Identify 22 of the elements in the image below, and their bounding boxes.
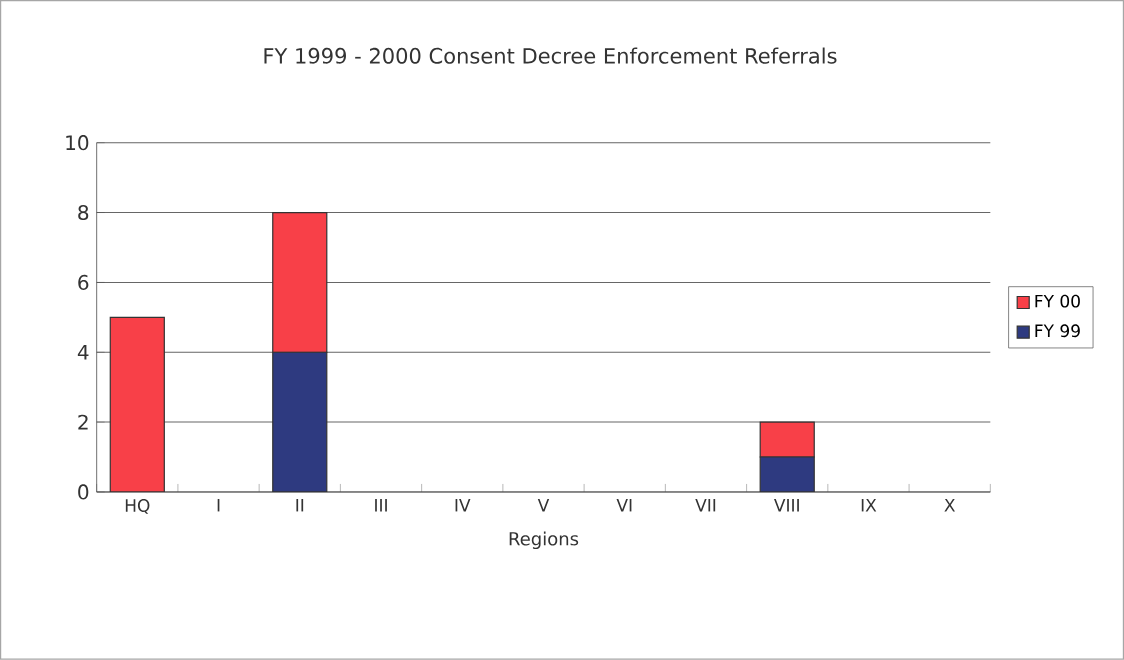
x-tick-label: X [944,499,955,512]
x-tick-label: HQ [125,499,150,514]
y-tick-label: 4 [77,345,89,360]
x-tick-label: V [537,499,550,512]
chart-title: FY 1999 - 2000 Consent Decree Enforcement Referrals [264,47,837,64]
x-tick-label: VIII [774,499,799,512]
bar [109,316,165,493]
x-tick-label: VII [695,499,716,512]
y-tick-label: 2 [78,414,88,430]
y-tick-label: 6 [78,274,89,291]
x-tick-label: IV [455,499,471,512]
y-tick-label: 10 [66,135,89,151]
x-tick-label: III [375,499,387,512]
x-tick-label: VI [616,499,632,512]
y-tick-label: 8 [78,205,89,221]
legend-label: FY 00 [1035,294,1080,308]
legend-label: FY 99 [1035,324,1080,338]
x-tick-label: IX [861,499,877,512]
y-tick-label: 0 [78,484,89,500]
x-tick-label: I [217,499,220,512]
x-axis-title: Regions [509,531,579,550]
x-tick-label: II [296,499,304,512]
